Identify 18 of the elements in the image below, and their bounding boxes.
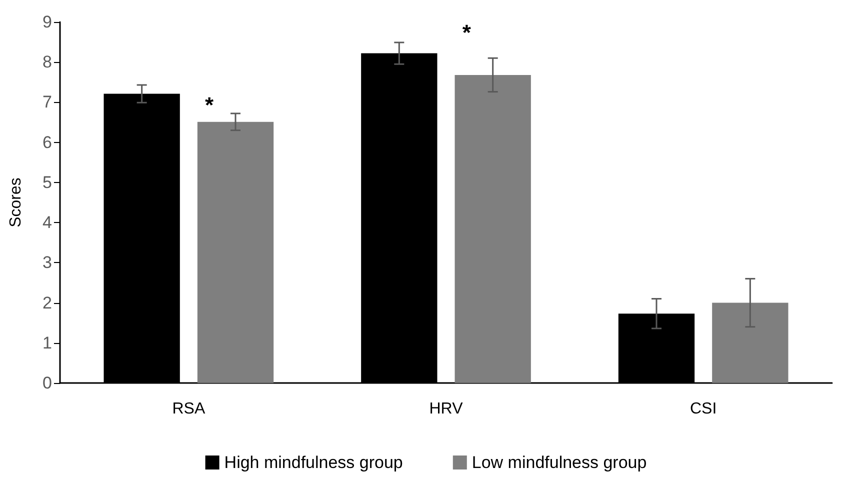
y-tick-label: 2	[42, 293, 52, 312]
x-tick-label: RSA	[172, 400, 206, 418]
y-tick-label: 1	[42, 333, 52, 352]
y-tick-label: 0	[42, 374, 52, 392]
annotation: *	[462, 20, 472, 45]
y-tick-label: 9	[42, 12, 52, 32]
y-tick-label: 8	[42, 52, 52, 72]
y-tick-label: 6	[42, 132, 52, 152]
y-axis-title: Scores	[8, 178, 24, 228]
x-tick-label: HRV	[429, 400, 464, 418]
legend-label: High mindfulness group	[224, 453, 403, 472]
annotation: *	[205, 92, 214, 118]
legend-label: Low mindfulness group	[472, 453, 647, 472]
y-tick-label: 5	[42, 172, 52, 192]
y-tick-label: 7	[42, 92, 52, 112]
x-tick-label: CSI	[690, 400, 717, 418]
y-tick-label: 3	[42, 253, 52, 272]
y-tick-label: 4	[42, 213, 52, 232]
